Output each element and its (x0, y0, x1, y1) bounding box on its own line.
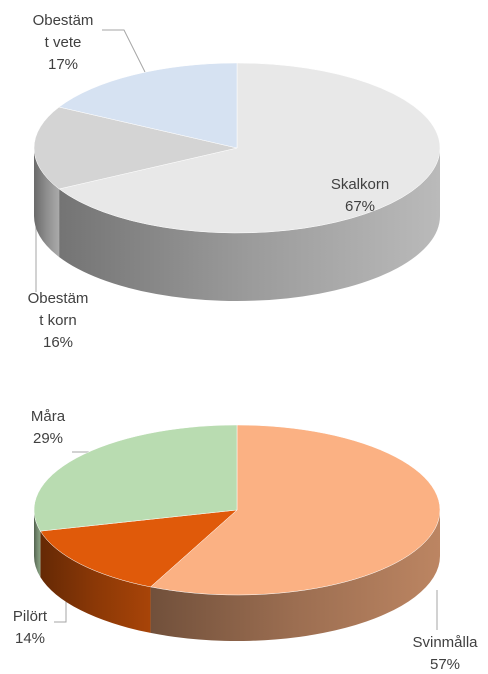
slice-value-label: 57% (429, 656, 461, 673)
slice-side (34, 148, 60, 257)
slice (58, 62, 238, 149)
slice-label: Svinmålla (412, 634, 478, 651)
slice-label: Obestämt korn (27, 290, 89, 329)
slice-label: Obestämt vete (32, 12, 94, 51)
slice-side (34, 510, 41, 578)
slice-label: Skalkorn (330, 176, 390, 193)
slice-value-label: 29% (32, 430, 64, 447)
slice-side (150, 510, 440, 641)
slice (33, 106, 238, 190)
slice-side (40, 531, 151, 633)
slice-value-label: 16% (42, 334, 74, 351)
slice-value-label: 17% (47, 56, 79, 73)
leader-line (102, 29, 146, 73)
leader-line (54, 598, 67, 623)
slice-value-label: 67% (344, 198, 376, 215)
slice (58, 62, 441, 234)
slice-label: Måra (30, 408, 66, 425)
slice (39, 509, 238, 588)
slice (33, 424, 238, 532)
slice-label: Pilört (12, 608, 48, 625)
slice-value-label: 14% (14, 630, 46, 647)
slice (150, 424, 441, 596)
slice-side (59, 148, 441, 301)
